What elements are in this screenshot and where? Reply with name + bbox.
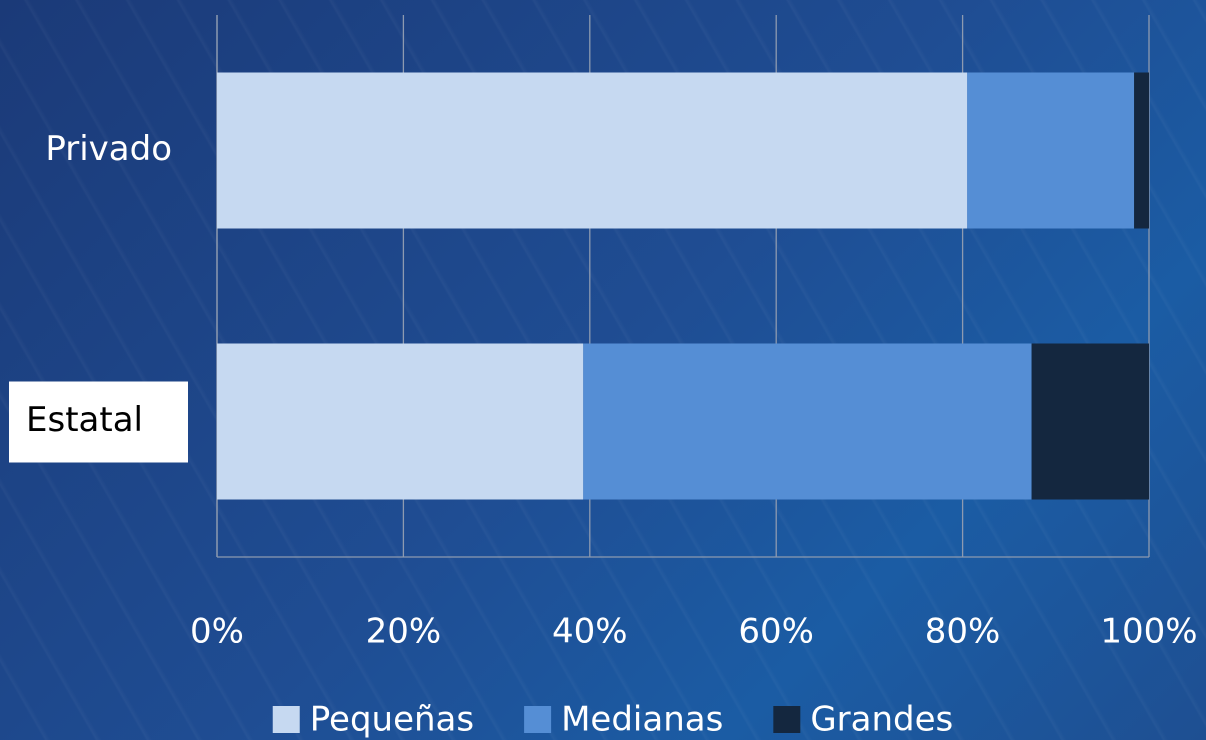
x-tick-label: 0% xyxy=(190,612,244,652)
x-tick-label: 40% xyxy=(552,612,628,652)
x-tick-label: 80% xyxy=(925,612,1001,652)
legend-label: Pequeñas xyxy=(310,700,474,740)
bar-segment xyxy=(217,72,968,229)
x-tick-label: 20% xyxy=(366,612,442,652)
x-tick-label: 60% xyxy=(738,612,814,652)
bar-segment xyxy=(1031,343,1149,500)
legend-swatch xyxy=(773,706,801,733)
y-tick-label: Privado xyxy=(45,129,172,169)
y-tick-label: Estatal xyxy=(26,400,143,440)
bar-segment xyxy=(967,72,1135,229)
legend-swatch xyxy=(272,706,300,733)
bar-segment xyxy=(1134,72,1149,229)
legend-swatch xyxy=(524,706,552,733)
category-label-box xyxy=(9,381,188,463)
legend-label: Grandes xyxy=(810,700,953,740)
x-tick-label: 100% xyxy=(1100,612,1197,652)
legend-label: Medianas xyxy=(561,700,723,740)
bar-segment xyxy=(583,343,1032,500)
bar-segment xyxy=(217,343,584,500)
